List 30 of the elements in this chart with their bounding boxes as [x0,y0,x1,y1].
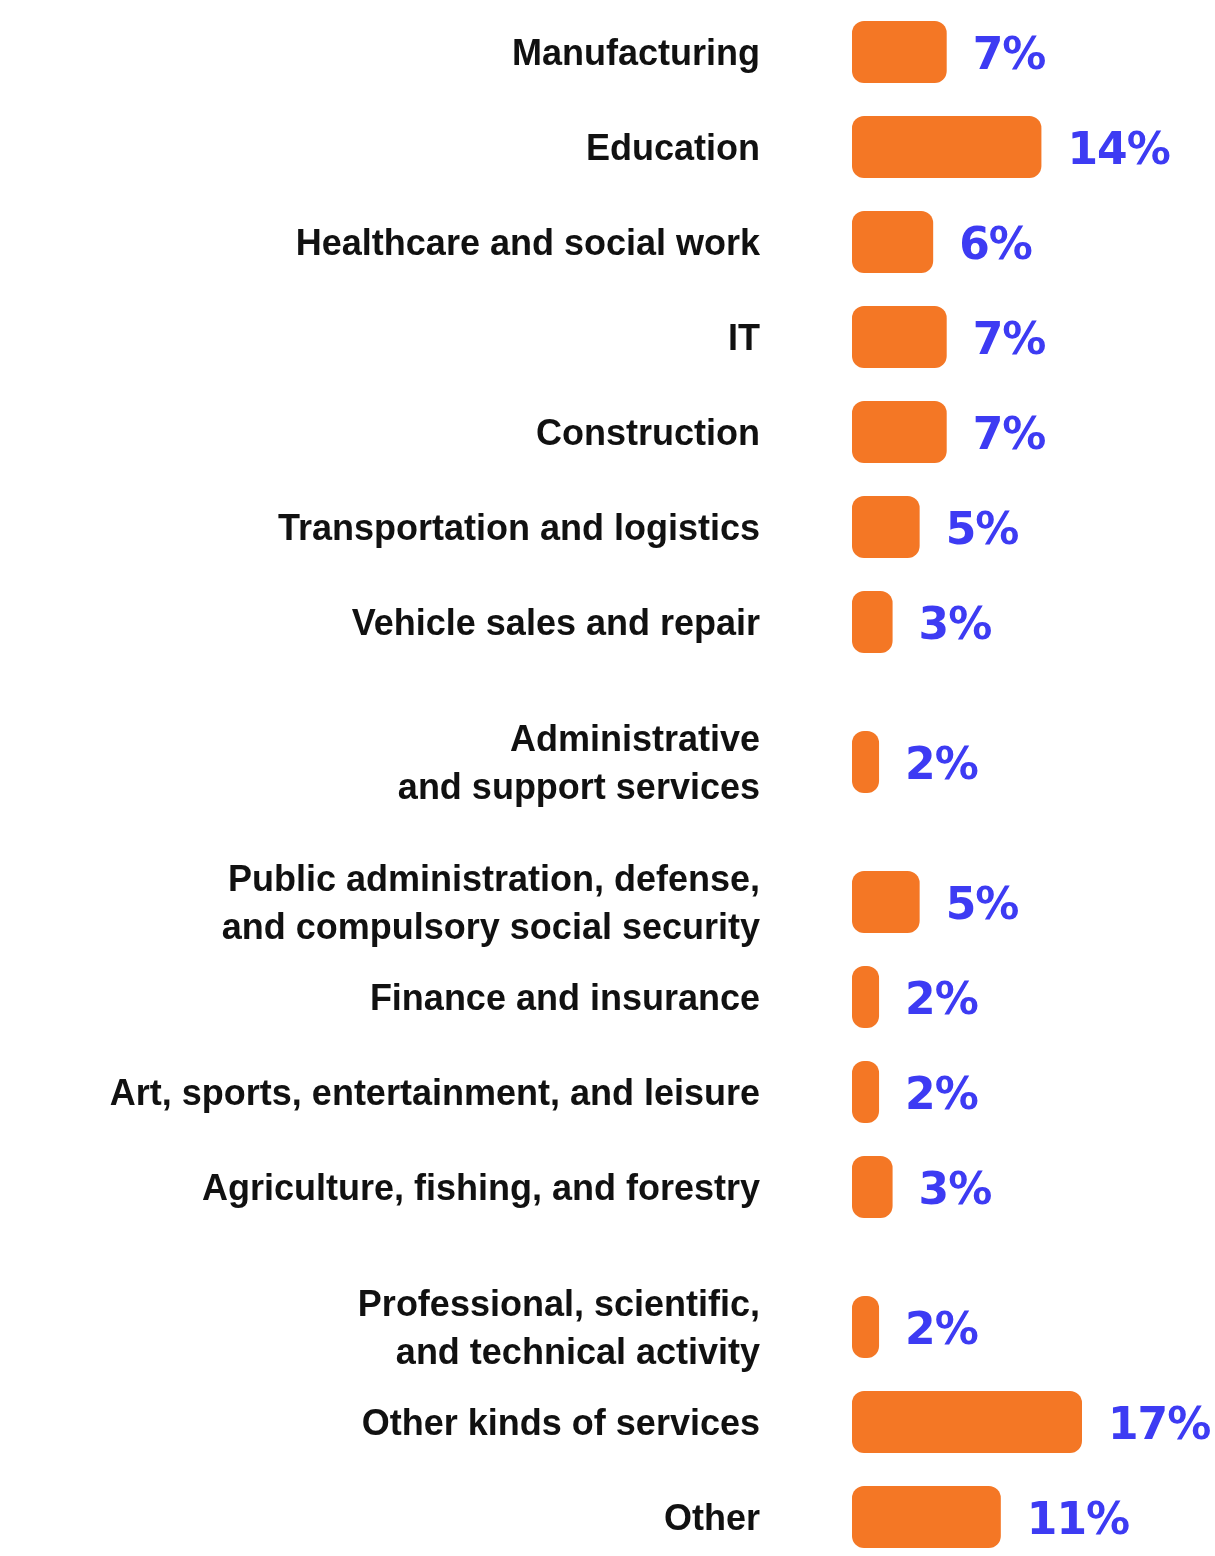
y-tick-label: Public administration, defense, and compulsory social security [221,858,760,947]
y-tick-label: Transportation and logistics [277,507,760,548]
y-tick-label: Other [663,1497,760,1538]
y-tick-label: Manufacturing [512,32,760,73]
data-label: 5% [945,503,1019,554]
data-label: 5% [945,878,1019,929]
data-label: 3% [918,1163,992,1214]
data-label: 14% [1067,123,1170,174]
y-tick-label: Professional, scientific, and technical activity [357,1283,760,1372]
y-tick-label: Finance and insurance [369,977,760,1018]
data-label: 11% [1026,1493,1130,1544]
data-label: 2% [905,1303,978,1354]
data-label: 2% [905,973,978,1024]
y-tick-label: Agriculture, fishing, and forestry [201,1167,760,1208]
data-label: 2% [905,738,978,789]
y-tick-label: Art, sports, entertainment, and leisure [109,1072,760,1113]
data-label: 7% [972,28,1046,79]
y-tick-label: Other kinds of services [361,1402,760,1443]
data-label: 6% [959,218,1032,269]
y-tick-label: IT [728,317,760,358]
data-label: 3% [918,598,992,649]
data-label: 2% [905,1068,978,1119]
y-tick-label: Healthcare and social work [295,222,761,263]
data-label: 7% [972,408,1046,459]
y-tick-label: Administrative and support services [397,718,760,807]
data-label: 7% [972,313,1046,364]
y-tick-label: Vehicle sales and repair [351,602,760,643]
y-tick-label: Education [585,127,760,168]
y-tick-label: Construction [536,412,760,453]
data-label: 17% [1108,1398,1211,1449]
